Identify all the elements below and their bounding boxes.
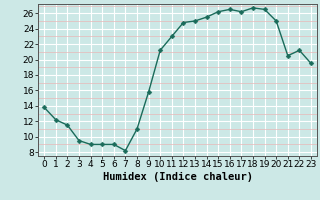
X-axis label: Humidex (Indice chaleur): Humidex (Indice chaleur) (103, 172, 252, 182)
